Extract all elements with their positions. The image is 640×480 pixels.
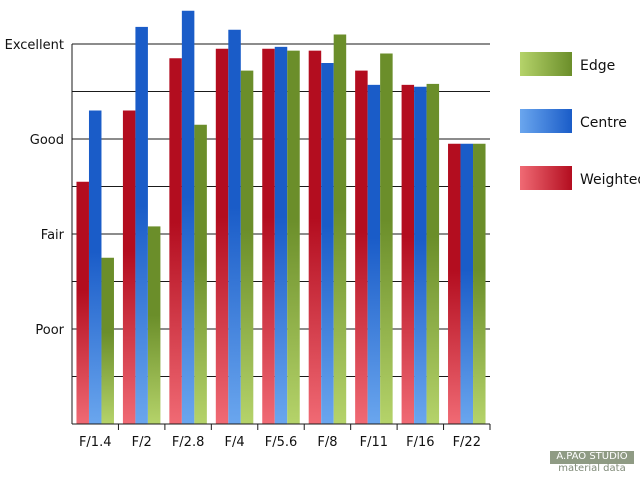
legend-label-edge: Edge: [580, 58, 615, 74]
legend-swatch-weighted: [520, 166, 572, 190]
x-tick-label-f-11: F/11: [360, 435, 388, 450]
bar-weighted-f-2: [122, 110, 136, 424]
axes: Excellent Good Fair Poor F/1.4 F/2 F/2.8 F/4 F/5…: [5, 38, 491, 450]
bar-centre-f-2: [135, 26, 148, 425]
watermark-line1: A.PAO STUDIO: [550, 451, 634, 464]
legend-swatch-edge: [520, 52, 572, 76]
bar-centre-f-2-8: [181, 10, 195, 424]
y-tick-label-excellent: Excellent: [5, 38, 64, 53]
bar-weighted-f-4: [215, 48, 229, 424]
watermark-line2: material data: [558, 462, 626, 474]
bar-edge-f-1-4: [101, 257, 114, 424]
bar-edge-f-8: [333, 34, 347, 424]
bar-edge-f-5-6: [287, 50, 300, 425]
legend: Edge Centre Weighted: [520, 52, 640, 190]
x-tick-label-f-5-6: F/5.6: [265, 435, 298, 450]
bar-weighted-f-2-8: [169, 58, 182, 424]
bar-centre-f-11: [367, 84, 381, 424]
legend-swatch-centre: [520, 109, 572, 133]
studio-watermark: A.PAO STUDIO material data: [550, 451, 634, 474]
x-tick-label-f-22: F/22: [453, 435, 481, 450]
y-tick-label-fair: Fair: [41, 228, 65, 243]
bar-centre-f-22: [460, 143, 474, 424]
x-tick-label-f-16: F/16: [406, 435, 434, 450]
bar-edge-f-2: [147, 226, 161, 424]
x-tick-label-f-8: F/8: [317, 435, 337, 450]
legend-label-centre: Centre: [580, 115, 627, 131]
bar-centre-f-5-6: [274, 46, 288, 424]
bar-centre-f-16: [414, 86, 427, 424]
bar-edge-f-16: [426, 83, 440, 425]
bar-weighted-f-22: [448, 143, 461, 424]
bar-edge-f-2-8: [194, 124, 207, 424]
x-tick-label-f-2: F/2: [132, 435, 152, 450]
bar-edge-f-11: [380, 53, 393, 424]
y-tick-label-good: Good: [30, 133, 64, 148]
bar-weighted-f-8: [308, 50, 322, 425]
bar-centre-f-8: [321, 63, 334, 424]
bar-weighted-f-5-6: [262, 48, 275, 424]
x-tick-label-f-1-4: F/1.4: [79, 435, 112, 450]
legend-label-weighted: Weighted: [580, 172, 640, 188]
bar-weighted-f-11: [355, 70, 368, 424]
bars: [76, 10, 486, 425]
bar-centre-f-1-4: [88, 110, 102, 424]
bar-weighted-f-1-4: [76, 181, 89, 424]
x-tick-label-f-2-8: F/2.8: [172, 435, 205, 450]
bar-edge-f-22: [473, 143, 486, 424]
x-tick-label-f-4: F/4: [224, 435, 244, 450]
y-tick-label-poor: Poor: [35, 323, 64, 338]
bar-edge-f-4: [240, 70, 254, 424]
bar-centre-f-4: [228, 29, 241, 424]
bar-weighted-f-16: [401, 84, 415, 424]
